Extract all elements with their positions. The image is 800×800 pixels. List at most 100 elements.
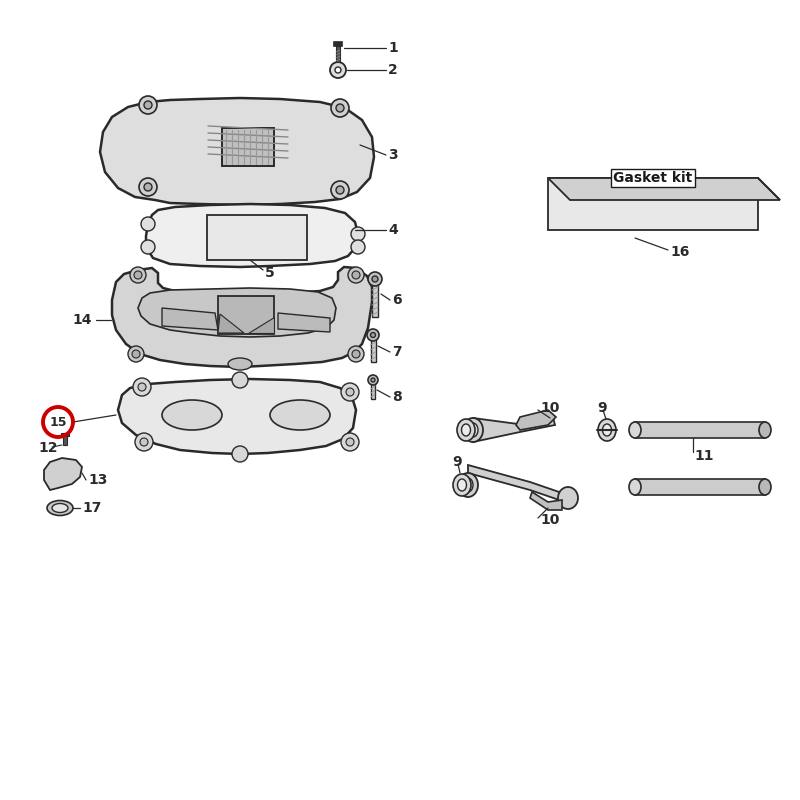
Circle shape <box>346 388 354 396</box>
Text: 9: 9 <box>452 455 462 469</box>
Polygon shape <box>218 314 244 333</box>
Circle shape <box>352 271 360 279</box>
Text: 1: 1 <box>388 41 398 55</box>
Circle shape <box>331 181 349 199</box>
Polygon shape <box>548 178 780 200</box>
Ellipse shape <box>602 424 611 436</box>
Polygon shape <box>138 288 336 337</box>
Polygon shape <box>473 417 555 442</box>
Circle shape <box>139 96 157 114</box>
Bar <box>207 215 307 260</box>
Circle shape <box>140 438 148 446</box>
Ellipse shape <box>463 478 473 492</box>
Circle shape <box>368 375 378 385</box>
Circle shape <box>133 378 151 396</box>
Circle shape <box>352 350 360 358</box>
Circle shape <box>134 271 142 279</box>
Circle shape <box>141 240 155 254</box>
Circle shape <box>330 62 346 78</box>
Ellipse shape <box>458 473 478 497</box>
Circle shape <box>336 186 344 194</box>
Bar <box>635 479 765 495</box>
Text: 14: 14 <box>72 313 91 327</box>
Circle shape <box>331 99 349 117</box>
Polygon shape <box>248 317 274 333</box>
Circle shape <box>351 240 365 254</box>
Circle shape <box>370 333 375 338</box>
Ellipse shape <box>598 419 616 441</box>
Polygon shape <box>468 465 565 502</box>
Polygon shape <box>162 308 218 330</box>
Circle shape <box>141 217 155 231</box>
Circle shape <box>367 329 379 341</box>
Ellipse shape <box>52 503 68 513</box>
Circle shape <box>336 104 344 112</box>
Polygon shape <box>278 313 330 332</box>
Polygon shape <box>516 410 556 430</box>
Ellipse shape <box>47 501 73 515</box>
Ellipse shape <box>629 479 641 495</box>
Circle shape <box>351 227 365 241</box>
Circle shape <box>232 446 248 462</box>
Ellipse shape <box>759 422 771 438</box>
Text: Gasket kit: Gasket kit <box>614 171 693 185</box>
Bar <box>635 422 765 438</box>
Polygon shape <box>118 379 356 454</box>
Ellipse shape <box>270 400 330 430</box>
Ellipse shape <box>458 479 466 491</box>
Circle shape <box>132 350 140 358</box>
Text: 5: 5 <box>265 266 274 280</box>
Text: 3: 3 <box>388 148 398 162</box>
Text: 8: 8 <box>392 390 402 404</box>
Circle shape <box>144 183 152 191</box>
Text: 17: 17 <box>82 501 102 515</box>
Polygon shape <box>44 458 82 490</box>
Bar <box>371 381 375 399</box>
Ellipse shape <box>759 479 771 495</box>
Circle shape <box>348 267 364 283</box>
Ellipse shape <box>162 400 222 430</box>
Bar <box>370 336 375 362</box>
Circle shape <box>341 383 359 401</box>
Polygon shape <box>100 98 374 205</box>
Circle shape <box>128 346 144 362</box>
Ellipse shape <box>453 474 471 496</box>
Circle shape <box>346 438 354 446</box>
Ellipse shape <box>462 424 470 436</box>
Circle shape <box>232 372 248 388</box>
Text: 13: 13 <box>88 473 107 487</box>
Text: 4: 4 <box>388 223 398 237</box>
Bar <box>336 46 340 62</box>
Text: 6: 6 <box>392 293 402 307</box>
Polygon shape <box>112 267 372 367</box>
Ellipse shape <box>629 422 641 438</box>
Text: 2: 2 <box>388 63 398 77</box>
Ellipse shape <box>228 358 252 370</box>
Circle shape <box>371 378 375 382</box>
Text: 11: 11 <box>694 449 714 463</box>
Polygon shape <box>758 178 780 200</box>
Bar <box>63 436 67 445</box>
Circle shape <box>144 101 152 109</box>
Circle shape <box>135 433 153 451</box>
Polygon shape <box>530 492 562 510</box>
Text: 16: 16 <box>670 245 690 259</box>
Text: 10: 10 <box>540 401 559 415</box>
Bar <box>222 128 274 166</box>
Circle shape <box>139 178 157 196</box>
Text: 15: 15 <box>50 415 66 429</box>
Circle shape <box>130 267 146 283</box>
Ellipse shape <box>558 487 578 509</box>
Circle shape <box>138 383 146 391</box>
Polygon shape <box>146 204 358 267</box>
Ellipse shape <box>463 418 483 442</box>
Bar <box>61 433 69 436</box>
Circle shape <box>348 346 364 362</box>
Bar <box>372 281 378 317</box>
Text: 10: 10 <box>540 513 559 527</box>
Ellipse shape <box>468 423 478 437</box>
Ellipse shape <box>457 419 475 441</box>
Bar <box>218 296 274 334</box>
Bar <box>548 178 758 230</box>
Circle shape <box>372 276 378 282</box>
